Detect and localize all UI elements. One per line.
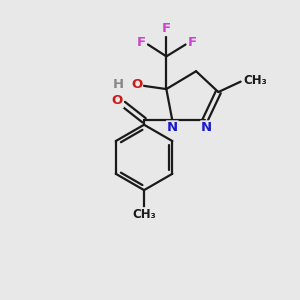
Text: O: O <box>131 77 142 91</box>
Text: N: N <box>201 121 212 134</box>
Text: O: O <box>112 94 123 107</box>
Text: CH₃: CH₃ <box>132 208 156 221</box>
Text: F: F <box>162 22 171 35</box>
Text: N: N <box>167 121 178 134</box>
Text: F: F <box>188 37 197 50</box>
Text: H: H <box>113 77 124 91</box>
Text: F: F <box>137 37 146 50</box>
Text: CH₃: CH₃ <box>244 74 267 87</box>
